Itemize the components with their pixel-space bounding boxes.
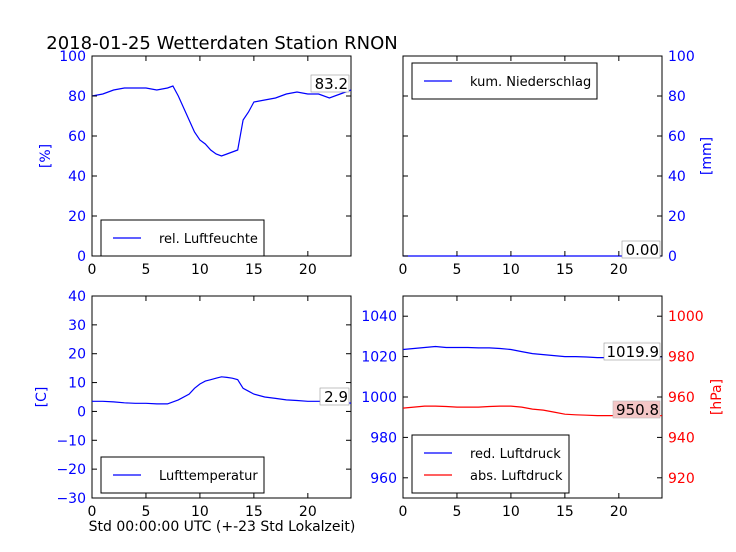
x-tick-label: 5 (141, 262, 150, 278)
humidity-panel: 0 5 10 15 20 0 20 40 60 80 100 [%] 83.2 rel. Luftfeuc… (38, 49, 352, 278)
y-tick-label: 60 (668, 129, 686, 145)
x-tick-label: 0 (399, 504, 408, 520)
y-tick-label: −20 (56, 462, 86, 478)
y-tick-label: 960 (370, 471, 397, 487)
y-tick-label: 10 (68, 376, 86, 392)
x-tick-label: 15 (245, 504, 263, 520)
y-tick-label: 100 (59, 49, 86, 65)
x-tick-label: 20 (610, 504, 628, 520)
x-tick-label: 15 (245, 262, 263, 278)
y-tick-label: 940 (668, 430, 695, 446)
legend-label: red. Luftdruck (470, 447, 561, 462)
y-tick-label: 100 (668, 49, 695, 65)
y-tick-label: 0 (77, 404, 86, 420)
precipitation-last-value-box (621, 240, 661, 259)
humidity-last-value-box (310, 74, 350, 93)
precipitation-last-value: 0.00 (626, 241, 659, 259)
y-tick-label: 20 (68, 209, 86, 225)
y-tick-label: 20 (68, 347, 86, 363)
precipitation-panel: 0 5 10 15 20 0 20 40 60 80 100 [mm] 0.00 kum. Nieders… (399, 49, 715, 278)
x-tick-label: 0 (88, 504, 97, 520)
y-tick-label: 960 (668, 390, 695, 406)
y-tick-label: 80 (68, 89, 86, 105)
y-tick-label: 40 (668, 169, 686, 185)
y-tick-label: 0 (668, 249, 677, 265)
pressure-panel: 0 5 10 15 20 960 980 1000 1020 1040 920 940 960 980 10… (361, 295, 725, 520)
y-tick-label: 980 (668, 350, 695, 366)
x-tick-label: 15 (556, 504, 574, 520)
y-axis-label-right: [hPa] (709, 379, 725, 415)
y-axis-label: [%] (38, 144, 54, 168)
y-tick-label: 980 (370, 430, 397, 446)
x-axis-label: Std 00:00:00 UTC (+-23 Std Lokalzeit) (89, 519, 356, 535)
figure-title: 2018-01-25 Wetterdaten Station RNON (46, 33, 397, 54)
reduced-pressure-last-value-box (603, 342, 661, 361)
humidity-last-value: 83.2 (315, 75, 348, 93)
legend-label: Lufttemperatur (159, 469, 258, 484)
x-tick-label: 10 (191, 504, 209, 520)
y-tick-label: 80 (668, 89, 686, 105)
x-tick-label: 0 (399, 262, 408, 278)
y-axis-label: [C] (34, 387, 50, 408)
y-tick-label: 20 (668, 209, 686, 225)
temperature-panel: 0 5 10 15 20 −30 −20 −10 0 10 20 30 40 [C] 2.9 Lufttemp… (34, 289, 352, 520)
x-tick-label: 5 (141, 504, 150, 520)
x-tick-label: 0 (88, 262, 97, 278)
humidity-line (91, 85, 352, 157)
y-tick-label: 920 (668, 471, 695, 487)
legend-label: kum. Niederschlag (470, 75, 591, 90)
x-tick-label: 20 (299, 262, 317, 278)
y-tick-label: 0 (77, 249, 86, 265)
temperature-line (92, 376, 352, 405)
y-tick-label: 1020 (361, 350, 397, 366)
y-tick-label: 40 (68, 289, 86, 305)
y-tick-label: 1000 (668, 309, 704, 325)
x-tick-label: 5 (452, 504, 461, 520)
y-tick-label: 1000 (361, 390, 397, 406)
x-tick-label: 10 (502, 504, 520, 520)
y-axis-label: [mm] (699, 137, 715, 175)
x-tick-label: 5 (452, 262, 461, 278)
axes-frame (91, 295, 352, 499)
legend-label: abs. Luftdruck (470, 469, 563, 484)
absolute-pressure-last-value-box (612, 400, 661, 419)
y-tick-label: 30 (68, 318, 86, 334)
x-tick-label: 20 (299, 504, 317, 520)
temperature-last-value: 2.9 (324, 388, 348, 406)
legend-label: rel. Luftfeuchte (159, 232, 258, 247)
y-tick-label: 40 (68, 169, 86, 185)
temperature-last-value-box (319, 387, 350, 406)
legend-box (411, 434, 570, 494)
y-tick-label: 1040 (361, 309, 397, 325)
y-tick-label: −30 (56, 491, 86, 507)
absolute-pressure-last-value: 950.8 (616, 401, 659, 419)
x-tick-label: 15 (556, 262, 574, 278)
x-tick-label: 20 (610, 262, 628, 278)
y-tick-label: 60 (68, 129, 86, 145)
x-tick-label: 10 (191, 262, 209, 278)
y-tick-label: −10 (56, 433, 86, 449)
reduced-pressure-last-value: 1019.9 (607, 343, 660, 361)
x-tick-label: 10 (502, 262, 520, 278)
